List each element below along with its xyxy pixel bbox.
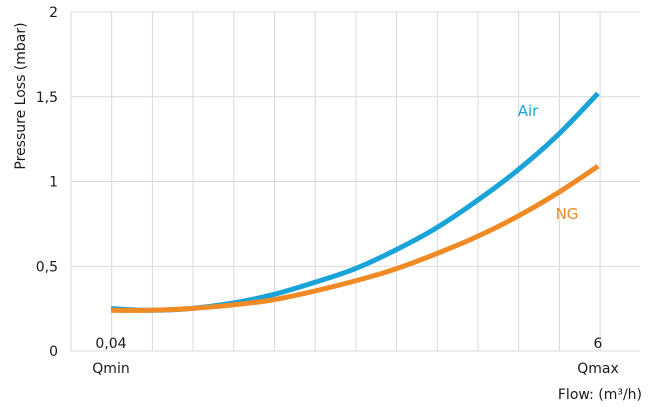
grid bbox=[70, 11, 640, 352]
tick-labels: 0 0,5 1 1,5 2 0,04 Qmin 6 Qmax bbox=[36, 5, 619, 377]
x-axis-label: Flow: (m³/h) bbox=[558, 387, 642, 403]
series-lines bbox=[110, 91, 600, 313]
series-label-air: Air bbox=[518, 102, 539, 120]
y-tick-label: 2 bbox=[49, 5, 58, 21]
series-line-air bbox=[110, 91, 600, 313]
x-tick-sublabel: Qmin bbox=[92, 361, 129, 377]
y-tick-label: 1 bbox=[49, 175, 58, 191]
x-tick-sublabel: Qmax bbox=[577, 361, 619, 377]
y-tick-label: 0 bbox=[49, 344, 58, 360]
y-axis-label: Pressure Loss (mbar) bbox=[13, 22, 29, 169]
series-label-ng: NG bbox=[556, 205, 579, 223]
x-tick-label: 6 bbox=[594, 336, 603, 352]
x-tick-label: 0,04 bbox=[95, 336, 126, 352]
y-tick-label: 0,5 bbox=[36, 259, 58, 275]
series-line-ng bbox=[110, 164, 600, 313]
y-tick-label: 1,5 bbox=[36, 90, 58, 106]
